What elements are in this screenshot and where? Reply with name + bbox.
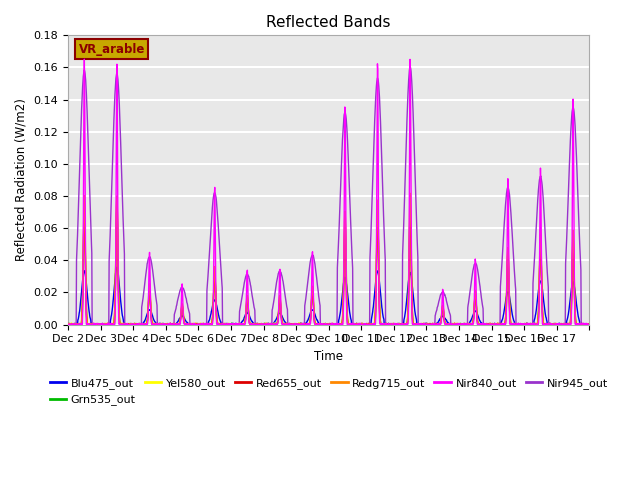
Red655_out	[64, 321, 72, 327]
Nir945_out	[70, 322, 78, 327]
Nir840_out	[529, 321, 536, 327]
Blu475_out	[146, 307, 154, 313]
Red655_out	[452, 321, 460, 327]
Grn535_out	[113, 206, 121, 212]
Blu475_out	[315, 321, 323, 327]
Text: VR_arable: VR_arable	[79, 43, 145, 56]
Line: Nir840_out: Nir840_out	[68, 59, 589, 324]
Yel580_out	[315, 321, 323, 327]
Line: Grn535_out: Grn535_out	[68, 209, 589, 324]
Nir840_out	[316, 322, 323, 327]
Redg715_out	[586, 321, 593, 327]
Red655_out	[305, 321, 313, 326]
Grn535_out	[529, 322, 536, 327]
Redg715_out	[315, 322, 323, 327]
Grn535_out	[579, 322, 587, 327]
Grn535_out	[256, 322, 264, 327]
Y-axis label: Reflected Radiation (W/m2): Reflected Radiation (W/m2)	[15, 98, 28, 262]
Grn535_out	[146, 291, 154, 297]
Red655_out	[315, 322, 323, 327]
Red655_out	[579, 321, 587, 326]
Nir945_out	[586, 322, 593, 327]
Blu475_out	[305, 314, 313, 320]
Nir840_out	[586, 321, 593, 327]
Redg715_out	[529, 322, 536, 327]
Blu475_out	[528, 322, 536, 327]
Nir945_out	[579, 322, 587, 327]
Line: Yel580_out: Yel580_out	[68, 201, 589, 324]
Nir840_out	[306, 321, 314, 327]
Yel580_out	[305, 321, 313, 327]
Redg715_out	[146, 281, 154, 287]
Yel580_out	[146, 289, 154, 295]
Nir840_out	[81, 56, 88, 62]
Grn535_out	[64, 321, 72, 327]
Yel580_out	[64, 321, 72, 326]
Yel580_out	[586, 321, 593, 327]
Legend: Blu475_out, Grn535_out, Yel580_out, Red655_out, Redg715_out, Nir840_out, Nir945_: Blu475_out, Grn535_out, Yel580_out, Red6…	[45, 373, 612, 410]
Nir945_out	[305, 266, 313, 272]
Nir840_out	[147, 279, 154, 285]
Redg715_out	[64, 322, 72, 327]
Redg715_out	[305, 322, 313, 327]
Redg715_out	[579, 322, 587, 327]
Redg715_out	[280, 322, 287, 327]
Red655_out	[508, 322, 516, 327]
Nir840_out	[579, 321, 587, 327]
Grn535_out	[452, 321, 460, 327]
Yel580_out	[540, 322, 548, 327]
Nir840_out	[64, 322, 72, 327]
X-axis label: Time: Time	[314, 350, 343, 363]
Nir945_out	[406, 64, 414, 70]
Yel580_out	[452, 322, 460, 327]
Grn535_out	[306, 321, 314, 326]
Nir945_out	[146, 254, 154, 260]
Red655_out	[529, 322, 536, 327]
Yel580_out	[113, 198, 121, 204]
Red655_out	[146, 287, 154, 293]
Blu475_out	[113, 264, 121, 270]
Title: Reflected Bands: Reflected Bands	[266, 15, 391, 30]
Nir945_out	[452, 322, 460, 327]
Red655_out	[113, 196, 121, 202]
Blu475_out	[64, 321, 72, 326]
Redg715_out	[406, 190, 414, 196]
Yel580_out	[579, 321, 587, 327]
Yel580_out	[528, 322, 536, 327]
Line: Nir945_out: Nir945_out	[68, 67, 589, 324]
Blu475_out	[579, 322, 587, 327]
Nir945_out	[64, 321, 72, 327]
Redg715_out	[452, 321, 460, 327]
Line: Redg715_out: Redg715_out	[68, 193, 589, 324]
Nir840_out	[452, 321, 460, 327]
Nir840_out	[129, 322, 136, 327]
Grn535_out	[586, 322, 593, 327]
Blu475_out	[452, 321, 460, 327]
Blu475_out	[558, 322, 566, 327]
Red655_out	[586, 322, 593, 327]
Grn535_out	[316, 322, 323, 327]
Line: Red655_out: Red655_out	[68, 199, 589, 324]
Blu475_out	[586, 321, 593, 327]
Line: Blu475_out: Blu475_out	[68, 267, 589, 324]
Nir945_out	[315, 296, 323, 301]
Nir945_out	[529, 321, 536, 327]
